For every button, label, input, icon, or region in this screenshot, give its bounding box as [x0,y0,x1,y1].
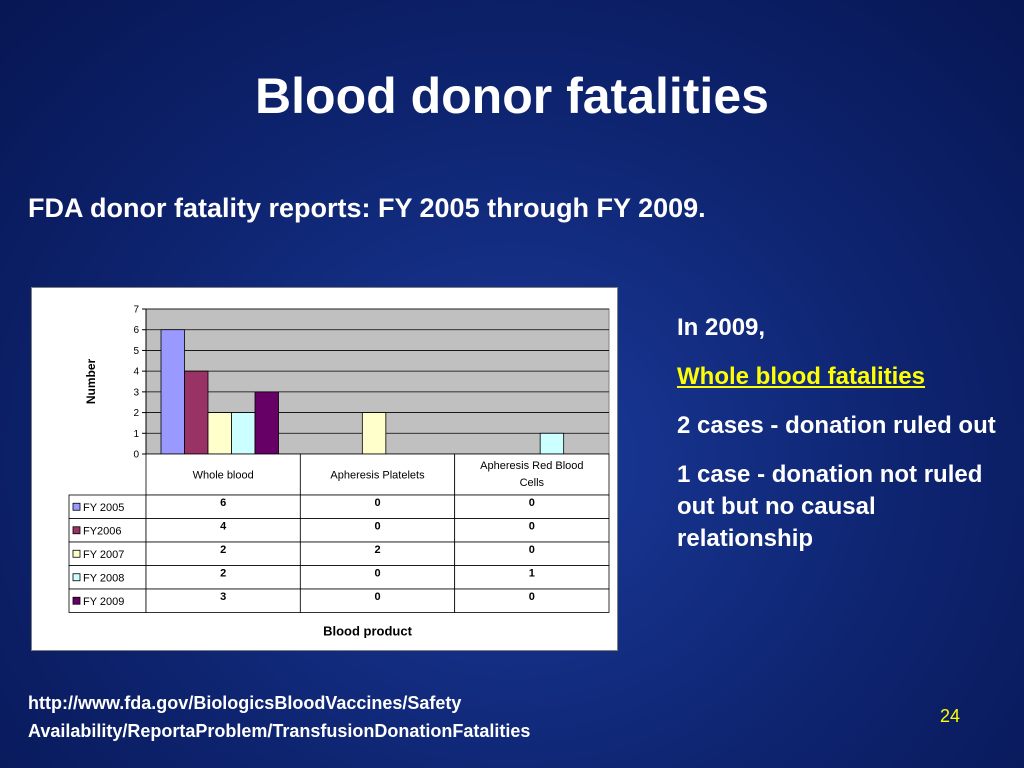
data-value: 0 [529,521,535,533]
data-value: 0 [529,544,535,556]
legend-swatch [72,526,81,535]
bar [231,412,256,455]
note-cases-ruled-out: 2 cases - donation ruled out [677,412,996,439]
legend-label: FY2006 [83,525,122,537]
bar [160,329,185,455]
source-url-line2[interactable]: Availability/ReportaProblem/TransfusionD… [28,721,531,741]
slide-subtitle: FDA donor fatality reports: FY 2005 thro… [28,193,706,223]
page-number: 24 [940,706,961,726]
category-label: Whole blood [193,470,254,482]
data-value: 0 [529,591,535,603]
bar [254,391,279,455]
category-label: Apheresis Red Blood [480,460,583,472]
bar [207,412,232,455]
chart-panel: 0 1 2 3 4 5 6 7 Number Whole blood Apheresis Plate… [31,287,618,651]
data-value: 2 [220,544,226,556]
table-header-cell [454,453,610,496]
y-tick-label: 6 [133,325,139,336]
y-axis-label: Number [84,359,98,405]
y-tick-label: 1 [133,429,139,440]
data-value: 4 [220,521,227,533]
category-label: Apheresis Platelets [330,470,425,482]
bar [361,412,387,455]
legend-label: FY 2009 [83,596,124,608]
y-tick-label: 4 [133,367,139,378]
data-value: 0 [529,497,535,509]
legend-swatch [72,549,81,558]
data-value: 0 [374,521,380,533]
legend-swatch [72,573,81,582]
note-intro: In 2009, [677,314,766,341]
y-tick-label: 7 [133,305,139,316]
y-tick-label: 0 [133,450,139,461]
data-value: 1 [529,568,535,580]
bar [184,370,209,455]
x-axis-label: Blood product [323,624,412,639]
legend-swatch [72,596,81,605]
data-value: 0 [374,568,380,580]
bar [539,432,565,455]
data-value: 6 [220,497,226,509]
data-value: 0 [374,497,380,509]
data-value: 3 [220,591,226,603]
legend-label: FY 2007 [83,549,124,561]
y-tick-label: 2 [133,408,139,419]
table-header-cell [299,453,456,496]
side-notes: In 2009, Whole blood fatalities 2 cases … [677,312,997,572]
bar-chart: 0 1 2 3 4 5 6 7 Number Whole blood Apheresis Plate… [68,305,610,639]
note-highlight: Whole blood fatalities [677,363,926,390]
slide-title: Blood donor fatalities [255,68,769,124]
data-value: 0 [374,591,380,603]
data-value: 2 [220,568,226,580]
y-tick-label: 3 [133,387,139,398]
data-value: 2 [374,544,380,556]
source-url-line1[interactable]: http://www.fda.gov/BiologicsBloodVaccine… [28,693,462,713]
y-tick-label: 5 [133,346,139,357]
legend-label: FY 2008 [83,572,124,584]
category-label: Cells [520,477,545,489]
source-link[interactable]: http://www.fda.gov/BiologicsBloodVaccine… [28,689,530,745]
legend-swatch [72,502,81,511]
legend-label: FY 2005 [83,502,124,514]
note-case-not-ruled-out: 1 case - donation not ruled out but no c… [677,461,983,552]
table-cell [454,588,610,613]
table-header-cell [145,453,301,496]
